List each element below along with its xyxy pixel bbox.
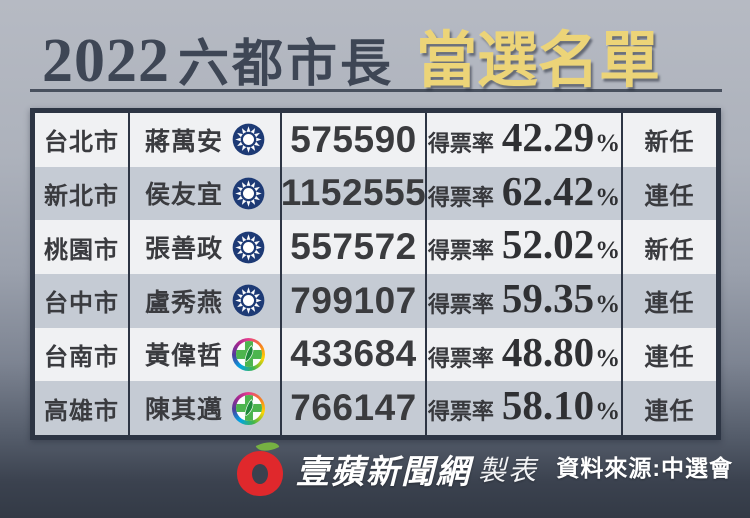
percent-sign: % xyxy=(595,344,621,372)
winner-cell: 侯友宜 xyxy=(130,166,282,221)
table-row: 新北市 侯友宜 1152555 得票率 62.42 % 連任 xyxy=(35,166,716,221)
vote-count: 433684 xyxy=(282,327,427,382)
percent-sign: % xyxy=(595,291,621,318)
table-row: 高雄市 陳其邁 766147 得票率 58.10 % 連任 xyxy=(35,381,716,435)
title-year: 2022 xyxy=(41,27,170,95)
vote-rate-cell: 得票率 48.80 % xyxy=(427,327,623,382)
results-table: 台北市 蔣萬安 575590 得票率 42.29 % 新任 新北市 侯友宜 11… xyxy=(30,108,721,440)
winner-name: 黃偉哲 xyxy=(144,342,223,371)
winner-name: 侯友宜 xyxy=(144,181,223,210)
winner-name: 陳其邁 xyxy=(144,396,223,425)
rate-value: 42.29 xyxy=(501,114,595,160)
winner-cell: 蔣萬安 xyxy=(130,113,282,167)
percent-sign: % xyxy=(595,130,621,157)
vote-count: 1152555 xyxy=(282,166,427,221)
taiwan-island-shape xyxy=(242,398,255,417)
winner-cell: 陳其邁 xyxy=(130,381,282,435)
city-cell: 台南市 xyxy=(35,327,130,382)
rate-label: 得票率 xyxy=(427,292,494,317)
kmt-sun-icon xyxy=(232,231,265,264)
kmt-sun-icon xyxy=(232,177,265,210)
title-underline xyxy=(30,89,722,92)
brand-name: 壹蘋新聞網 xyxy=(296,453,471,490)
rate-label: 得票率 xyxy=(427,238,494,264)
vote-rate-cell: 得票率 62.42 % xyxy=(427,166,623,221)
vote-count: 575590 xyxy=(282,113,427,167)
dpp-taiwan-icon xyxy=(232,337,265,371)
dpp-taiwan-icon xyxy=(232,391,265,425)
percent-sign: % xyxy=(595,237,621,265)
status-cell: 連任 xyxy=(644,397,695,425)
rate-label: 得票率 xyxy=(427,131,494,156)
rate-value: 58.10 xyxy=(501,382,595,429)
table-row: 桃園市 張善政 557572 得票率 52.02 % 新任 xyxy=(35,220,716,274)
rate-value: 59.35 xyxy=(501,275,595,321)
page-title: 2022 六都市長 當選名單 xyxy=(0,10,702,99)
title-highlight: 當選名單 xyxy=(416,28,661,95)
vote-rate-cell: 得票率 42.29 % xyxy=(427,113,623,167)
table-row: 台中市 盧秀燕 799107 得票率 59.35 % 連任 xyxy=(35,274,716,328)
status-cell: 連任 xyxy=(644,343,695,371)
winner-cell: 盧秀燕 xyxy=(130,274,282,328)
vote-count: 799107 xyxy=(282,274,427,328)
city-cell: 高雄市 xyxy=(35,381,130,435)
kmt-sun-icon xyxy=(232,123,265,156)
winner-name: 盧秀燕 xyxy=(144,288,223,317)
title-main: 六都市長 xyxy=(177,37,394,93)
footer: 壹蘋新聞網 製表 資料來源:中選會 xyxy=(0,436,750,518)
winner-name: 蔣萬安 xyxy=(144,127,223,156)
status-cell: 新任 xyxy=(644,129,695,157)
city-cell: 新北市 xyxy=(35,166,130,221)
rate-label: 得票率 xyxy=(427,345,494,371)
winner-cell: 張善政 xyxy=(130,220,282,274)
city-cell: 桃園市 xyxy=(35,220,130,274)
rate-value: 48.80 xyxy=(501,328,595,375)
kmt-sun-icon xyxy=(232,284,265,317)
status-cell: 連任 xyxy=(644,182,695,210)
vote-count: 766147 xyxy=(282,381,427,435)
apple-news-logo: 壹蘋新聞網 製表 xyxy=(236,436,539,496)
percent-sign: % xyxy=(595,183,621,211)
rate-value: 52.02 xyxy=(501,221,595,268)
vote-rate-cell: 得票率 58.10 % xyxy=(427,381,623,435)
table-row: 台北市 蔣萬安 575590 得票率 42.29 % 新任 xyxy=(35,113,716,167)
vote-rate-cell: 得票率 59.35 % xyxy=(427,274,623,328)
status-cell: 新任 xyxy=(644,236,695,264)
data-source: 資料來源:中選會 xyxy=(556,455,733,481)
winner-cell: 黃偉哲 xyxy=(130,327,282,382)
vote-rate-cell: 得票率 52.02 % xyxy=(427,220,623,274)
winner-name: 張善政 xyxy=(144,235,223,264)
city-cell: 台北市 xyxy=(35,113,130,167)
city-cell: 台中市 xyxy=(35,274,130,328)
vote-count: 557572 xyxy=(282,220,427,274)
rate-value: 62.42 xyxy=(501,167,595,214)
apple-icon xyxy=(236,436,290,496)
table-row: 台南市 黃偉哲 433684 得票率 48.80 % 連任 xyxy=(35,327,716,382)
status-cell: 連任 xyxy=(644,290,695,318)
brand-suffix: 製表 xyxy=(478,455,539,486)
percent-sign: % xyxy=(595,398,621,426)
rate-label: 得票率 xyxy=(427,399,494,425)
rate-label: 得票率 xyxy=(427,184,494,210)
taiwan-island-shape xyxy=(242,344,255,363)
